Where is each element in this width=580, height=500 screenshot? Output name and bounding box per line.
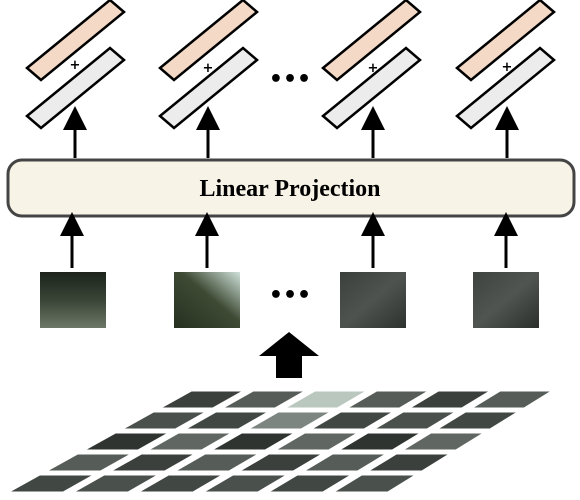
embedding-pairs: + + + + ••• <box>25 0 556 130</box>
plus-sign: + <box>368 61 379 76</box>
grid-patch <box>76 475 156 492</box>
plus-sign: + <box>203 61 214 76</box>
grid-patch <box>474 391 550 408</box>
image-patches: ••• <box>40 272 539 328</box>
plus-sign: + <box>70 58 81 73</box>
grid-patch <box>225 391 303 408</box>
position-embedding-bar <box>25 0 126 82</box>
patch-grid <box>11 391 550 492</box>
arrows-patches-to-projection <box>60 212 518 268</box>
grid-patch <box>349 391 427 408</box>
grid-patch <box>177 454 257 471</box>
grid-patch <box>411 391 488 408</box>
grid-patch <box>140 475 221 492</box>
grid-patch <box>11 475 92 492</box>
grid-patch <box>150 433 230 450</box>
grid-patch <box>439 412 516 429</box>
position-embedding-bar <box>455 0 556 82</box>
grid-patch <box>313 412 391 429</box>
grid-patch <box>187 412 266 429</box>
image-patch-2 <box>174 272 240 328</box>
position-embedding-bar <box>158 0 259 82</box>
grid-patch <box>124 412 204 429</box>
linear-projection-block: Linear Projection <box>6 158 576 218</box>
patch-embedding-bar <box>158 46 259 130</box>
embedding-pair-3: + <box>321 0 422 130</box>
grid-patch <box>250 412 329 429</box>
plus-sign: + <box>502 60 513 75</box>
grid-patch <box>49 454 129 471</box>
patch-embedding-bar <box>455 46 556 130</box>
grid-patch <box>241 454 321 471</box>
position-embedding-bar <box>321 0 422 82</box>
grid-patch <box>86 433 167 450</box>
embedding-pair-1: + <box>25 0 126 130</box>
grid-patch <box>205 475 285 492</box>
patch-embedding-bar <box>25 46 126 130</box>
image-patch-3 <box>340 272 406 328</box>
embedding-pair-4: + <box>455 0 556 130</box>
grid-patch <box>287 391 365 408</box>
grid-patch <box>370 454 448 471</box>
grid-patch <box>341 433 419 450</box>
ellipsis-top: ••• <box>269 67 311 92</box>
grid-patch <box>214 433 293 450</box>
linear-projection-box <box>6 158 576 218</box>
arrows-projection-to-embeddings <box>63 106 519 158</box>
ellipsis-middle: ••• <box>269 283 311 308</box>
embedding-pair-2: + <box>158 0 259 130</box>
grid-patch <box>270 475 350 492</box>
grid-patch <box>113 454 193 471</box>
grid-patch <box>335 475 414 492</box>
grid-patch <box>277 433 356 450</box>
grid-patch <box>404 433 482 450</box>
image-patch-4 <box>473 272 539 328</box>
grid-patch <box>376 412 454 429</box>
image-patch-1 <box>40 272 106 328</box>
linear-projection-label: Linear Projection <box>199 176 380 202</box>
grid-patch <box>306 454 384 471</box>
patch-embedding-bar <box>321 46 422 130</box>
big-up-arrow <box>259 332 319 378</box>
grid-patch <box>162 391 241 408</box>
